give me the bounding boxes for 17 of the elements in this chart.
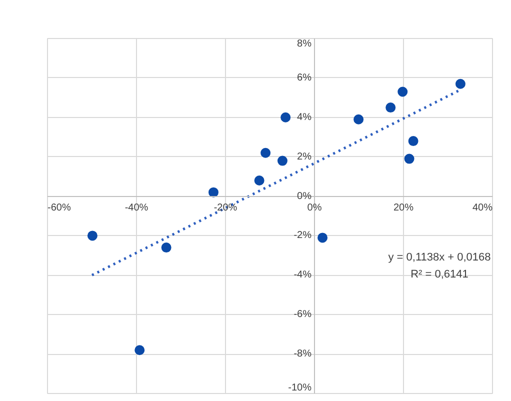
- y-tick-label: -2%: [294, 230, 312, 242]
- y-tick-label: 6%: [297, 72, 312, 84]
- x-tick-label: -60%: [48, 202, 71, 214]
- x-tick-label: 40%: [472, 202, 493, 214]
- annotation: y = 0,1138x + 0,0168: [388, 252, 491, 264]
- x-tick-label: -40%: [124, 202, 148, 214]
- y-tick-label: -10%: [288, 382, 312, 394]
- y-tick-label: -6%: [294, 309, 312, 320]
- annotation: R² = 0,6141: [410, 268, 468, 280]
- y-tick-label: 4%: [297, 112, 312, 123]
- y-tick-label: -4%: [294, 270, 312, 281]
- y-tick-label: 2%: [297, 151, 312, 162]
- x-tick-label: 0%: [307, 202, 322, 214]
- y-tick-label: 0%: [297, 190, 312, 202]
- y-tick-label: 8%: [297, 38, 312, 50]
- x-tick-label: 20%: [393, 202, 414, 214]
- y-tick-label: -8%: [294, 348, 312, 360]
